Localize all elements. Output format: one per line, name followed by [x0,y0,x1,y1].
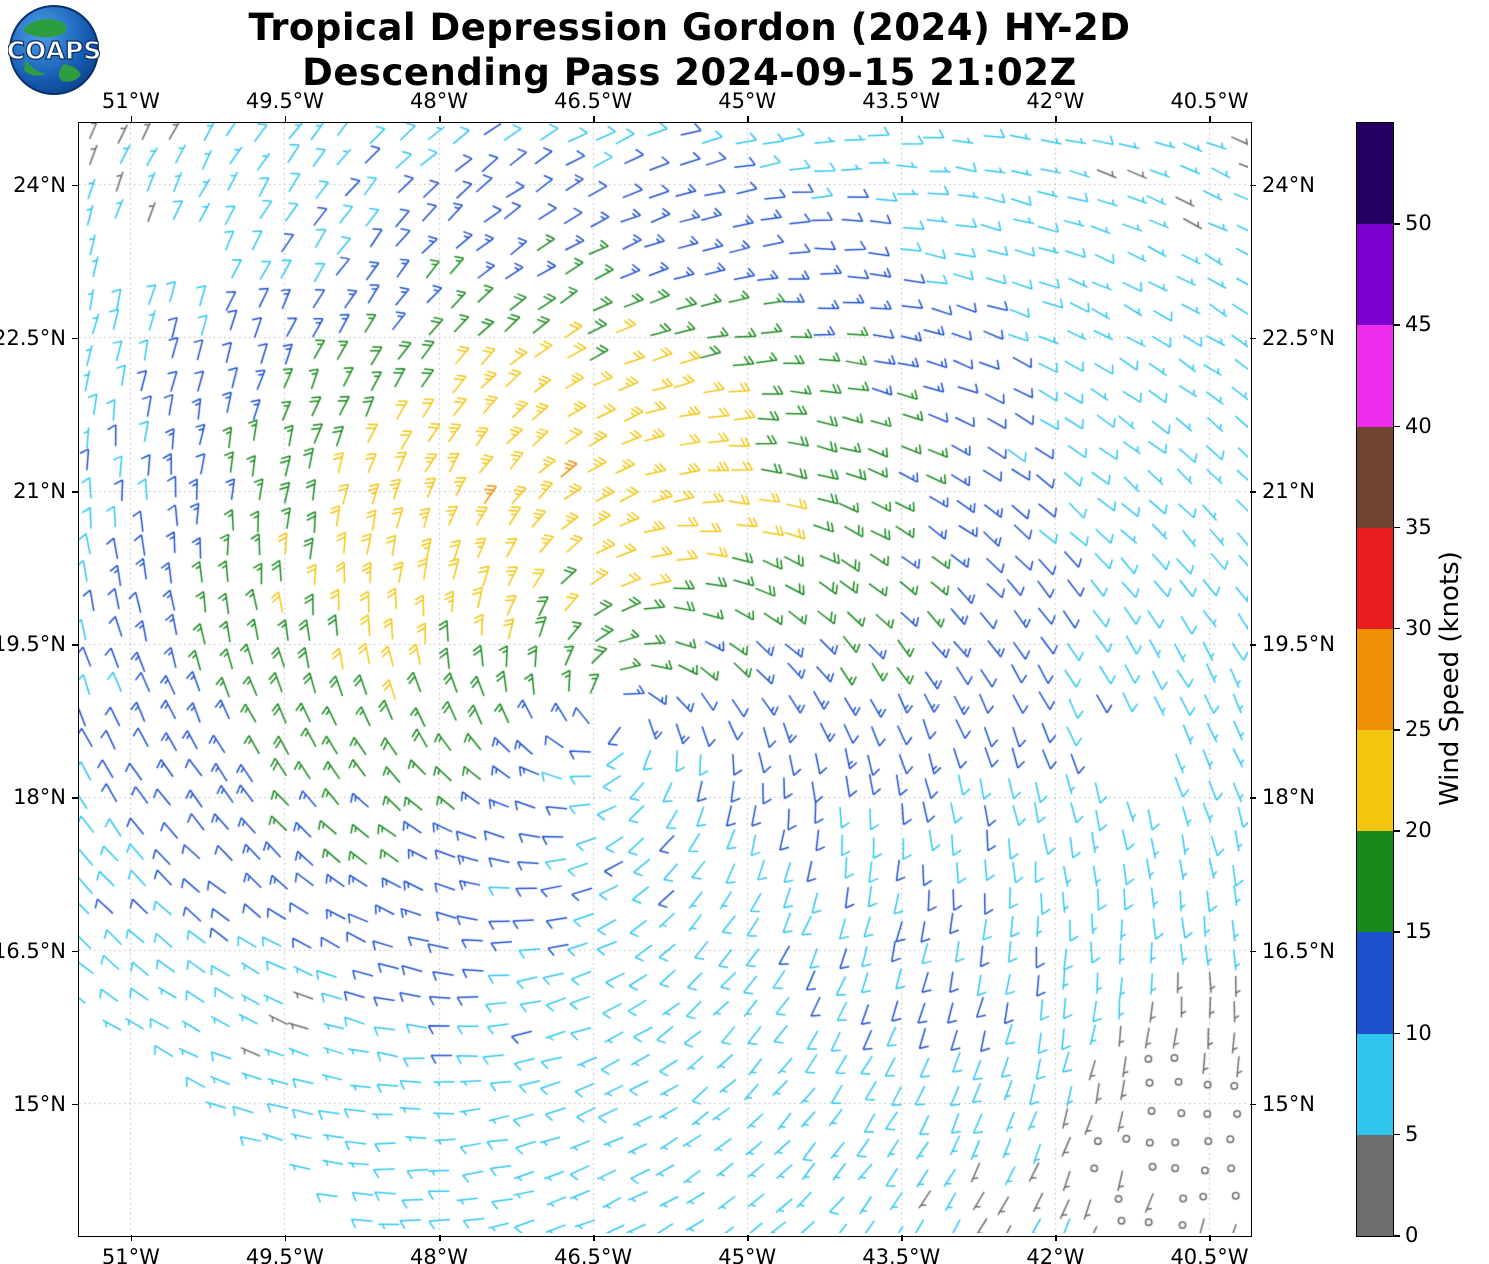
y-axis-label-right: 21°N [1262,479,1315,504]
x-axis-label-bottom: 40.5°W [1170,1245,1249,1264]
colorbar [1356,122,1394,1237]
x-axis-label-bottom: 51°W [101,1245,160,1264]
y-axis-label-left: 22.5°N [0,325,66,350]
colorbar-band [1357,831,1393,933]
title-line-2: Descending Pass 2024-09-15 21:02Z [302,51,1077,94]
colorbar-tick-label: 10 [1405,1020,1432,1045]
colorbar-band [1357,224,1393,326]
colorbar-band [1357,325,1393,427]
y-axis-label-right: 22.5°N [1262,325,1335,350]
logo-landmass-north [23,19,67,38]
map-plot-area [78,122,1252,1237]
y-axis-label-left: 24°N [13,172,66,197]
y-axis-label-right: 24°N [1262,172,1315,197]
colorbar-tick-label: 0 [1405,1223,1419,1247]
colorbar-tick-label: 20 [1405,818,1432,843]
colorbar-tick-label: 45 [1405,312,1432,337]
y-axis-label-left: 16.5°N [0,938,66,963]
colorbar-band [1357,730,1393,832]
colorbar-band [1357,932,1393,1034]
colorbar-tick-label: 40 [1405,413,1432,438]
colorbar-tick-label: 5 [1405,1121,1419,1146]
x-axis-label-bottom: 43.5°W [862,1245,941,1264]
colorbar-tick [1393,1032,1400,1035]
colorbar-tick [1393,830,1400,832]
colorbar-band [1357,1134,1393,1236]
colorbar-tick [1393,931,1400,933]
colorbar-band [1357,527,1393,629]
title-line-1: Tropical Depression Gordon (2024) HY-2D [248,6,1131,49]
colorbar-band [1357,628,1393,731]
y-axis-label-right: 15°N [1262,1091,1315,1116]
colorbar-tick-label: 15 [1405,919,1432,944]
logo-landmass-southeast [58,64,81,82]
colorbar-tick [1393,223,1400,225]
colorbar-band [1357,1033,1393,1135]
x-axis-label-bottom: 45°W [718,1245,777,1264]
y-axis-label-left: 21°N [13,479,66,504]
x-axis-label-bottom: 49.5°W [245,1245,324,1264]
colorbar-tick [1393,425,1400,428]
y-axis-label-right: 16.5°N [1262,938,1335,963]
colorbar-tick [1393,1133,1400,1136]
colorbar-tick-label: 25 [1405,717,1432,742]
wind-barb-canvas [79,123,1248,1233]
y-axis-label-left: 18°N [13,785,66,810]
colorbar-title: Wind Speed (knots) [1435,551,1465,806]
x-axis-label-bottom: 42°W [1026,1245,1085,1264]
x-axis-label-bottom: 48°W [410,1245,469,1264]
colorbar-tick [1393,526,1400,529]
y-axis-label-left: 15°N [13,1091,66,1116]
colorbar-band [1357,123,1393,225]
colorbar-tick [1393,627,1400,630]
colorbar-tick-label: 30 [1405,615,1432,640]
colorbar-tick [1393,729,1400,731]
x-axis-label-bottom: 46.5°W [554,1245,633,1264]
colorbar-tick-label: 50 [1405,211,1432,236]
y-axis-label-left: 19.5°N [0,632,66,657]
colorbar-tick-label: 35 [1405,514,1432,539]
colorbar-band [1357,426,1393,528]
logo-landmass-southwest [24,60,46,76]
plot-title: Tropical Depression Gordon (2024) HY-2D … [40,5,1339,95]
coaps-logo: COAPS [8,5,100,95]
y-axis-label-right: 19.5°N [1262,632,1335,657]
colorbar-tick [1393,324,1400,326]
coaps-logo-text: COAPS [8,36,100,65]
colorbar-tick [1393,1235,1400,1237]
y-axis-label-right: 18°N [1262,785,1315,810]
